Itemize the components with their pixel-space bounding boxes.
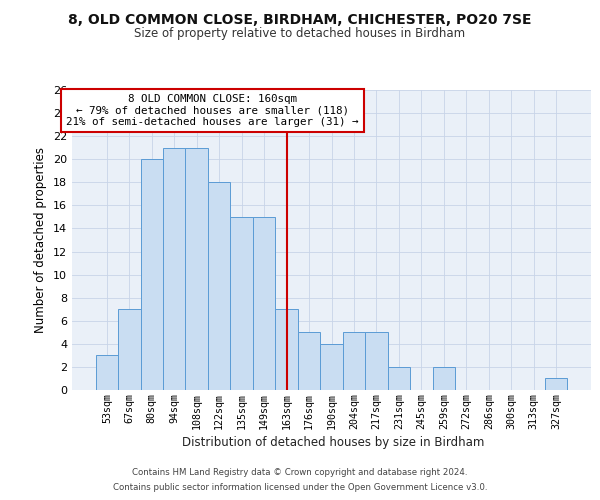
Bar bbox=[388, 367, 410, 390]
Bar bbox=[253, 217, 275, 390]
Y-axis label: Number of detached properties: Number of detached properties bbox=[34, 147, 47, 333]
Bar bbox=[433, 367, 455, 390]
Bar bbox=[545, 378, 568, 390]
Text: 8 OLD COMMON CLOSE: 160sqm
← 79% of detached houses are smaller (118)
21% of sem: 8 OLD COMMON CLOSE: 160sqm ← 79% of deta… bbox=[66, 94, 359, 128]
Bar bbox=[163, 148, 185, 390]
Bar bbox=[320, 344, 343, 390]
Bar bbox=[118, 309, 140, 390]
Bar bbox=[343, 332, 365, 390]
Bar bbox=[230, 217, 253, 390]
Bar bbox=[275, 309, 298, 390]
Bar bbox=[140, 159, 163, 390]
Bar bbox=[185, 148, 208, 390]
Text: Contains public sector information licensed under the Open Government Licence v3: Contains public sector information licen… bbox=[113, 483, 487, 492]
Text: Size of property relative to detached houses in Birdham: Size of property relative to detached ho… bbox=[134, 28, 466, 40]
Bar bbox=[298, 332, 320, 390]
Text: Contains HM Land Registry data © Crown copyright and database right 2024.: Contains HM Land Registry data © Crown c… bbox=[132, 468, 468, 477]
Bar bbox=[208, 182, 230, 390]
Text: 8, OLD COMMON CLOSE, BIRDHAM, CHICHESTER, PO20 7SE: 8, OLD COMMON CLOSE, BIRDHAM, CHICHESTER… bbox=[68, 12, 532, 26]
Bar bbox=[365, 332, 388, 390]
Text: Distribution of detached houses by size in Birdham: Distribution of detached houses by size … bbox=[182, 436, 484, 449]
Bar bbox=[95, 356, 118, 390]
